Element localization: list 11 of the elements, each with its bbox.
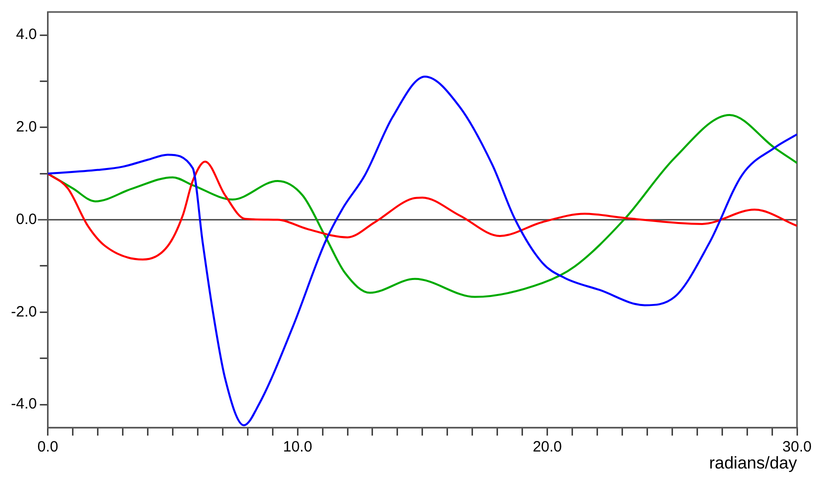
y-tick-label: -2.0 [10, 303, 37, 320]
x-tick-label: 0.0 [37, 438, 58, 456]
y-tick-label: 4.0 [16, 26, 37, 44]
x-tick-label: 10.0 [282, 438, 312, 456]
x-tick-label: 30.0 [782, 438, 812, 456]
line-series [48, 160, 797, 261]
y-tick-label: 2.0 [16, 118, 37, 136]
y-tick-label: 0.0 [16, 210, 37, 228]
x-tick-label: 20.0 [532, 438, 562, 456]
y-tick-label: -4.0 [10, 396, 37, 413]
x-axis-title: radians/day [709, 453, 798, 472]
